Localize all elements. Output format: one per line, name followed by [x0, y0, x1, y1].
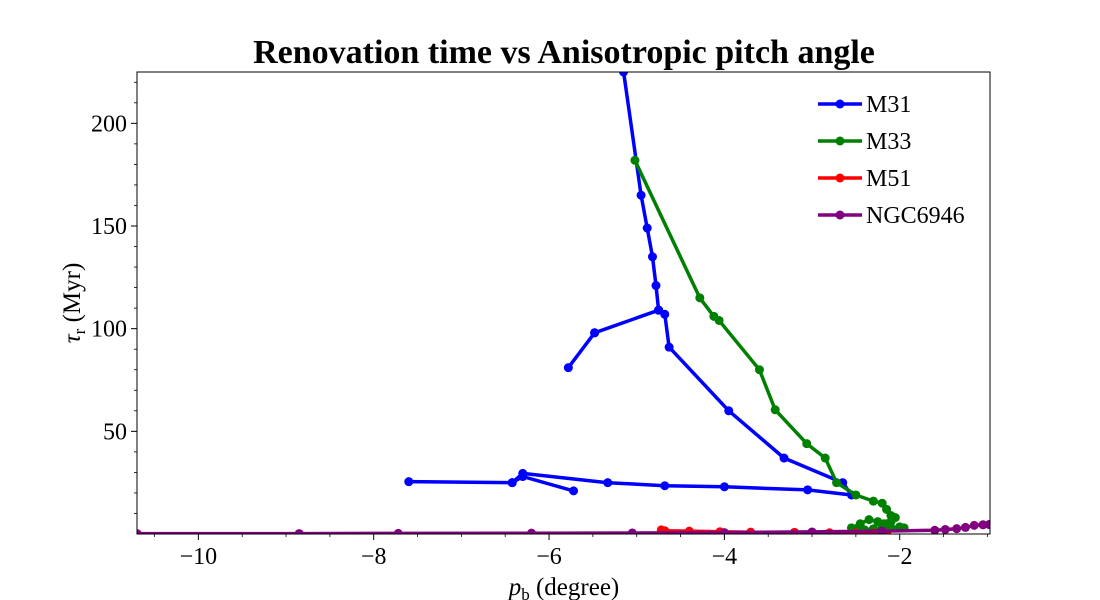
data-point-m33: [802, 439, 812, 449]
legend-swatch-marker: [835, 136, 845, 146]
data-point-m33: [630, 155, 640, 165]
data-point-m31: [590, 328, 600, 338]
y-axis-label: τr (Myr): [59, 263, 89, 344]
series-line-m33: [633, 158, 906, 532]
data-point-m31: [647, 252, 657, 262]
data-point-ngc6946: [137, 529, 142, 534]
chart-title: Renovation time vs Anisotropic pitch ang…: [253, 34, 875, 71]
data-point-ngc6946: [527, 528, 537, 534]
data-point-m31: [724, 406, 734, 416]
legend-item-ngc6946: NGC6946: [818, 203, 965, 229]
x-axis-subscript: b: [521, 585, 530, 600]
data-point-m31: [664, 342, 674, 352]
data-point-m31: [779, 453, 789, 463]
data-point-m31: [404, 477, 414, 487]
x-axis: −10 −8 −6 −4 −2: [154, 534, 988, 570]
legend-item-m33: M33: [818, 129, 911, 155]
data-point-m33: [832, 478, 842, 488]
legend-swatch-marker: [835, 99, 845, 109]
x-axis-unit: (degree): [530, 574, 620, 600]
legend: M31 M33 M51 NGC6946: [818, 92, 965, 229]
data-point-m33: [714, 315, 724, 325]
data-point-ngc6946: [969, 520, 979, 530]
x-axis-label: pb (degree): [507, 574, 620, 600]
series-layer: [137, 72, 990, 534]
data-point-m33: [754, 365, 764, 375]
legend-label: M31: [866, 92, 911, 118]
x-tick-label: −8: [361, 544, 387, 570]
x-axis-variable: p: [507, 574, 522, 600]
plot-area: [136, 71, 991, 535]
legend-item-m31: M31: [818, 92, 911, 118]
data-point-ngc6946: [984, 520, 990, 530]
data-point-m33: [864, 515, 874, 525]
data-point-m33: [770, 405, 780, 415]
data-point-m31: [563, 363, 573, 373]
data-point-ngc6946: [960, 522, 970, 532]
data-point-m31: [518, 472, 528, 482]
x-tick-label: −4: [712, 544, 738, 570]
data-point-ngc6946: [940, 524, 950, 534]
y-axis-unit: (Myr): [59, 263, 86, 329]
legend-item-m51: M51: [818, 166, 911, 192]
legend-swatch-marker: [835, 173, 845, 183]
data-point-m31: [507, 478, 517, 488]
x-tick-label: −2: [887, 544, 913, 570]
series-ngc6946: [137, 520, 990, 534]
data-point-m33: [851, 490, 861, 500]
data-point-m31: [619, 72, 629, 77]
y-axis-subscript: r: [70, 328, 89, 334]
legend-label: NGC6946: [866, 203, 965, 229]
y-tick-label: 200: [91, 111, 127, 137]
y-axis: 50 100 150 200: [91, 81, 137, 514]
data-point-m31: [603, 478, 613, 488]
y-tick-label: 150: [91, 214, 127, 240]
legend-swatch-marker: [835, 210, 845, 220]
data-point-m31: [651, 281, 661, 291]
data-point-m31: [719, 482, 729, 492]
y-tick-label: 100: [91, 317, 127, 343]
data-point-ngc6946: [930, 525, 940, 534]
data-point-ngc6946: [807, 527, 817, 534]
legend-label: M33: [866, 129, 911, 155]
data-point-m31: [660, 481, 670, 491]
x-tick-label: −10: [180, 544, 218, 570]
data-point-m31: [803, 485, 813, 495]
data-point-m31: [642, 223, 652, 233]
data-point-ngc6946: [719, 528, 729, 534]
data-point-m31: [569, 486, 579, 496]
data-point-m33: [868, 496, 878, 506]
x-tick-label: −6: [536, 544, 562, 570]
data-point-m31: [660, 309, 670, 319]
series-m31: [404, 72, 856, 500]
series-line-m31: [407, 72, 854, 497]
data-point-m33: [695, 293, 705, 303]
data-point-ngc6946: [952, 524, 962, 534]
data-point-ngc6946: [294, 529, 304, 534]
plot-frame: [136, 71, 991, 535]
y-tick-label: 50: [103, 419, 127, 445]
data-point-ngc6946: [877, 526, 887, 534]
y-axis-variable: τ: [59, 333, 86, 343]
data-point-ngc6946: [627, 528, 637, 534]
data-point-ngc6946: [393, 528, 403, 534]
data-point-m31: [636, 190, 646, 200]
legend-label: M51: [866, 166, 911, 192]
data-point-m33: [820, 453, 830, 463]
